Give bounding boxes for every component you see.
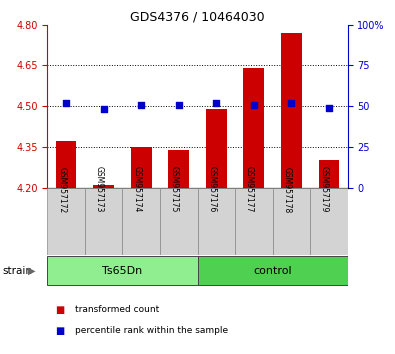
Bar xyxy=(235,188,273,255)
Bar xyxy=(273,188,310,255)
Point xyxy=(138,102,145,107)
Bar xyxy=(56,142,77,188)
Bar xyxy=(47,256,198,285)
Point xyxy=(63,100,70,106)
Text: GSM957174: GSM957174 xyxy=(132,166,141,213)
Bar xyxy=(160,188,198,255)
Bar xyxy=(198,256,348,285)
Text: ■: ■ xyxy=(55,305,64,315)
Text: strain: strain xyxy=(2,266,32,276)
Text: GSM957173: GSM957173 xyxy=(95,166,103,213)
Text: GSM957172: GSM957172 xyxy=(57,166,66,213)
Text: Ts65Dn: Ts65Dn xyxy=(102,266,143,276)
Text: control: control xyxy=(253,266,292,276)
Bar xyxy=(131,147,152,188)
Text: GDS4376 / 10464030: GDS4376 / 10464030 xyxy=(130,11,265,24)
Text: GSM957178: GSM957178 xyxy=(282,166,292,213)
Text: GSM957177: GSM957177 xyxy=(245,166,254,213)
Point xyxy=(288,100,295,106)
Bar xyxy=(47,188,85,255)
Text: ▶: ▶ xyxy=(28,266,36,276)
Point xyxy=(175,102,182,107)
Text: transformed count: transformed count xyxy=(75,305,159,314)
Text: percentile rank within the sample: percentile rank within the sample xyxy=(75,326,228,336)
Bar xyxy=(243,68,264,188)
Point xyxy=(213,100,220,106)
Text: GSM957175: GSM957175 xyxy=(170,166,179,213)
Bar xyxy=(122,188,160,255)
Point xyxy=(251,102,257,107)
Bar xyxy=(318,160,339,188)
Text: GSM957179: GSM957179 xyxy=(320,166,329,213)
Bar xyxy=(198,188,235,255)
Text: GSM957176: GSM957176 xyxy=(207,166,216,213)
Point xyxy=(100,107,107,112)
Bar xyxy=(93,185,114,188)
Text: ■: ■ xyxy=(55,326,64,336)
Bar xyxy=(281,33,302,188)
Bar xyxy=(168,150,189,188)
Bar xyxy=(206,109,227,188)
Bar xyxy=(85,188,122,255)
Point xyxy=(326,105,332,111)
Bar xyxy=(310,188,348,255)
